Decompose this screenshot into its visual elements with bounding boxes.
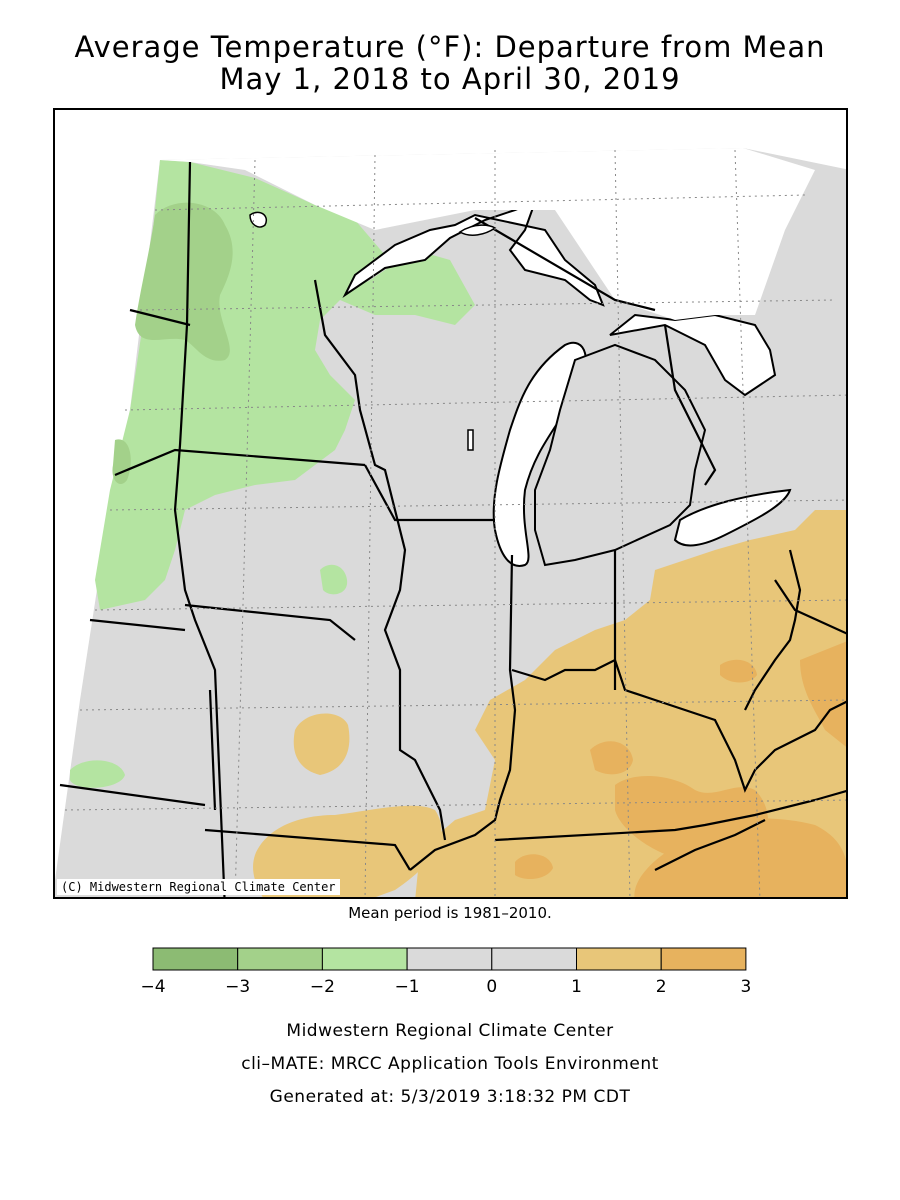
hot-zone-west-kentucky (515, 854, 553, 880)
graticule (64, 149, 846, 897)
footer-application: cli–MATE: MRCC Application Tools Environ… (241, 1054, 659, 1074)
legend-swatch (660, 947, 747, 971)
cold-zone-western-minnesota (112, 439, 131, 485)
hot-zone-west-virginia (800, 641, 846, 747)
warm-zone-missouri (253, 805, 442, 897)
lake-erie (673, 488, 792, 547)
cool-zone-southwest-iowa (320, 564, 348, 595)
legend-swatch (321, 947, 408, 971)
legend-tick-label: −3 (225, 977, 250, 997)
cool-zone-kansas (70, 760, 125, 788)
map-frame: (C) Midwestern Regional Climate Center (53, 108, 848, 899)
hot-zone-indiana (590, 741, 633, 775)
cold-zone-northwest-minnesota (135, 202, 233, 361)
legend-tick-label: −1 (395, 977, 420, 997)
legend-swatch (491, 947, 577, 971)
legend-tick-label: 3 (740, 977, 751, 997)
footer-generated-time: Generated at: 5/3/2019 3:18:32 PM CDT (269, 1087, 631, 1107)
michigan-lower-peninsula (534, 343, 707, 567)
legend-tick-label: −2 (310, 977, 335, 997)
legend-tick-label: 0 (486, 977, 497, 997)
legend-tick-label: 1 (571, 977, 582, 997)
legend-tick-label: 2 (656, 977, 667, 997)
canada-land (160, 148, 815, 320)
map-title: Average Temperature (°F): Departure from… (74, 30, 826, 64)
lake-huron (609, 313, 777, 397)
legend-swatch (406, 947, 493, 971)
legend-swatch (576, 947, 662, 971)
legend-swatch (152, 947, 239, 971)
lake-of-the-woods (249, 211, 267, 228)
legend-swatch (237, 947, 323, 971)
color-legend: −4 −3 −2 −1 0 1 2 3 (140, 947, 751, 997)
lake-winnebago (467, 429, 474, 451)
hot-zone-ohio (720, 659, 757, 683)
temperature-map (55, 148, 846, 897)
footer-organization: Midwestern Regional Climate Center (286, 1021, 614, 1041)
warm-zone-kansas-city (293, 713, 350, 775)
mean-period-note: Mean period is 1981–2010. (348, 904, 552, 922)
legend-tick-label: −4 (140, 977, 165, 997)
hot-zone-tennessee (634, 818, 846, 897)
state-boundaries (59, 161, 846, 897)
cool-zone-upper-peninsula (340, 250, 475, 325)
copyright-notice: (C) Midwestern Regional Climate Center (57, 879, 340, 895)
map-date-range: May 1, 2018 to April 30, 2019 (219, 62, 681, 96)
